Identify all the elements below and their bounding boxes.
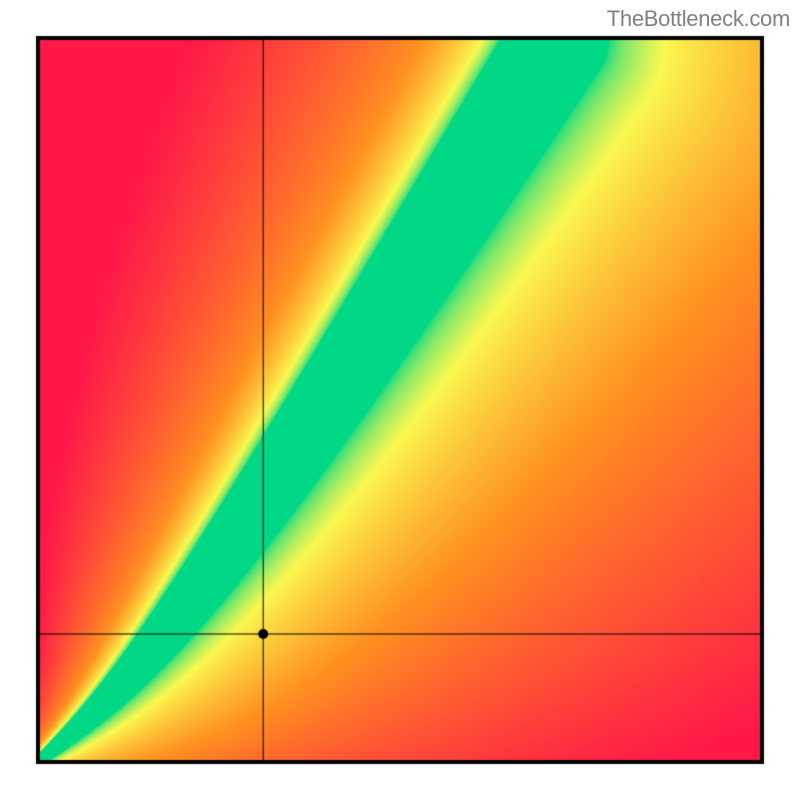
chart-container: TheBottleneck.com — [0, 0, 800, 800]
heatmap-canvas — [0, 0, 800, 800]
watermark-text: TheBottleneck.com — [607, 6, 790, 32]
